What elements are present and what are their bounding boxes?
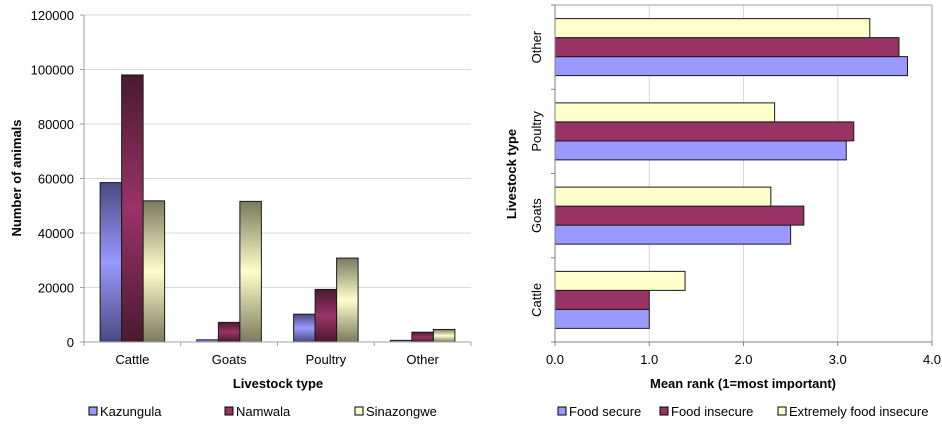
left-y-tick-label: 20000 — [38, 281, 74, 296]
left-y-tick-label: 0 — [67, 335, 74, 350]
right-x-tick-label: 4.0 — [923, 352, 941, 367]
left-y-tick-label: 60000 — [38, 172, 74, 187]
right-x-tick-label: 1.0 — [640, 352, 658, 367]
right-x-axis-title: Mean rank (1=most important) — [650, 376, 836, 391]
legend-label-kazungula: Kazungula — [100, 404, 162, 419]
left-x-tick-labels: Cattle Goats Poultry Other — [115, 352, 439, 367]
legend-swatch-kazungula — [88, 406, 98, 416]
legend-swatch-food-secure — [557, 406, 567, 416]
right-y-axis-title: Livestock type — [504, 129, 519, 219]
right-y-tick-label: Poultry — [529, 111, 544, 152]
bar-sinazongwe-cattle — [142, 200, 166, 343]
right-legend: Food secure Food insecure Extremely food i… — [557, 404, 928, 419]
bar-kazungula-poultry — [293, 313, 316, 343]
legend-label-food-secure: Food secure — [569, 404, 641, 419]
right-y-tick-label: Cattle — [529, 283, 544, 317]
left-bars — [99, 74, 456, 343]
bar-extremely-food-insecure-cattle — [554, 270, 686, 291]
bar-namwala-poultry — [314, 288, 338, 343]
bar-kazungula-cattle — [99, 182, 123, 343]
bar-sinazongwe-poultry — [336, 257, 359, 343]
legend-swatch-sinazongwe — [354, 406, 364, 416]
bar-food-secure-other — [554, 56, 908, 77]
left-y-tick-label: 120000 — [31, 8, 74, 23]
bar-namwala-other — [411, 331, 434, 343]
bar-sinazongwe-goats — [239, 200, 262, 343]
bar-extremely-food-insecure-goats — [554, 186, 772, 207]
legend-swatch-food-insecure — [659, 406, 669, 416]
legend-swatch-namwala — [224, 406, 234, 416]
bar-sinazongwe-other — [432, 328, 456, 343]
legend-label-extremely-food-insecure: Extremely food insecure — [789, 404, 928, 419]
bar-food-insecure-goats — [554, 205, 805, 226]
bar-food-secure-goats — [554, 224, 792, 245]
left-legend: Kazungula Namwala Sinazongwe — [88, 404, 437, 419]
right-x-tick-label: 0.0 — [546, 352, 564, 367]
left-y-axis-title: Number of animals — [9, 119, 24, 236]
left-x-axis-title: Livestock type — [233, 376, 323, 391]
left-y-tick-label: 100000 — [31, 63, 74, 78]
right-x-tick-labels: 0.0 1.0 2.0 3.0 4.0 — [546, 352, 941, 367]
left-bar-chart: 0 20000 40000 60000 80000 100000 120000 Cattle… — [9, 8, 472, 419]
left-x-tick-label: Poultry — [306, 352, 347, 367]
legend-label-food-insecure: Food insecure — [671, 404, 753, 419]
right-bar-chart: 0.0 1.0 2.0 3.0 4.0 CattleGoatsPoultryOther … — [504, 4, 941, 419]
right-x-tick-label: 3.0 — [829, 352, 847, 367]
left-axes — [80, 14, 472, 346]
bar-namwala-goats — [217, 321, 241, 343]
bar-food-secure-poultry — [554, 140, 847, 161]
left-y-tick-labels: 0 20000 40000 60000 80000 100000 120000 — [31, 8, 74, 350]
bar-food-insecure-cattle — [554, 289, 650, 310]
bar-extremely-food-insecure-poultry — [554, 102, 776, 123]
right-axes — [551, 4, 933, 346]
right-x-tick-label: 2.0 — [734, 352, 752, 367]
right-y-tick-labels: Cattle Goats Poultry Other — [529, 30, 544, 317]
bar-namwala-cattle — [121, 74, 144, 343]
legend-swatch-extremely-food-insecure — [777, 406, 787, 416]
bar-extremely-food-insecure-other — [554, 18, 871, 39]
left-x-tick-label: Cattle — [115, 352, 149, 367]
right-y-tick-label: Other — [529, 30, 544, 63]
bar-food-insecure-poultry — [554, 121, 855, 142]
right-y-tick-label: Goats — [529, 198, 544, 233]
legend-label-namwala: Namwala — [236, 404, 291, 419]
left-y-tick-label: 40000 — [38, 226, 74, 241]
legend-label-sinazongwe: Sinazongwe — [366, 404, 437, 419]
left-x-tick-label: Other — [406, 352, 439, 367]
right-bars — [554, 18, 908, 329]
bar-food-insecure-other — [554, 37, 900, 58]
left-x-tick-label: Goats — [212, 352, 247, 367]
left-y-tick-label: 80000 — [38, 117, 74, 132]
bar-food-secure-cattle — [554, 308, 650, 329]
